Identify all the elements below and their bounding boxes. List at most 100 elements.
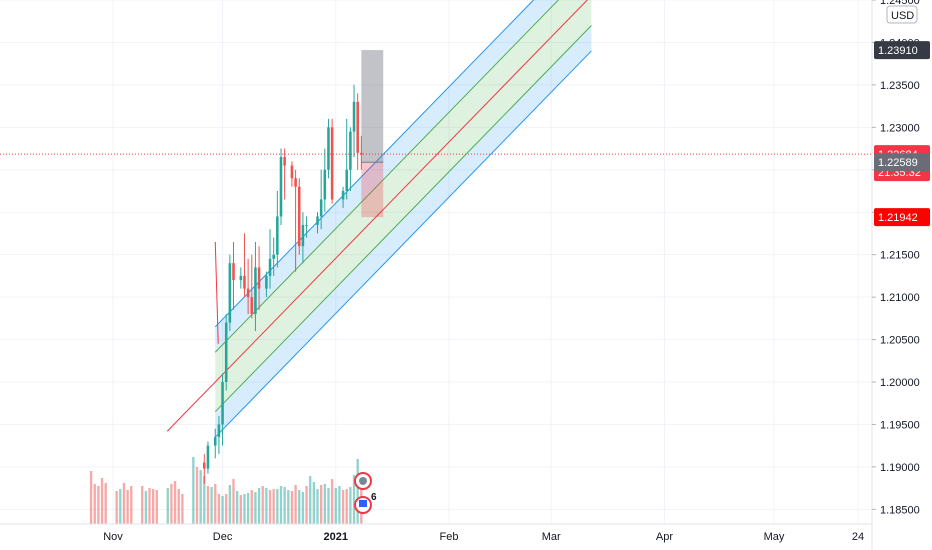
candle-body [243,275,246,289]
volume-bar [272,489,275,524]
volume-bar [265,488,268,524]
volume-bar [217,494,221,524]
volume-bar [345,489,348,524]
volume-bar [290,491,294,524]
stop-zone [361,162,384,218]
volume-bar [100,478,104,524]
volume-bar [166,488,169,524]
volume-bar [254,492,257,524]
candle-body [217,424,221,438]
dividend-icon [353,472,372,490]
volume-bar [283,487,286,524]
candle-body [213,437,217,446]
price-axis[interactable]: 1.18500 1.19000 1.19500 1.20000 1.20500 1.210… [871,0,920,550]
volume-bar [330,479,334,524]
candle-body [356,101,359,153]
economic-flag-icon: 6 [353,492,377,514]
volume-bar [257,488,261,524]
volume-bar [235,491,239,524]
target-zone [361,50,384,163]
candle-body [254,267,257,315]
price-tick-label: 1.23000 [880,122,920,134]
price-tick-label: 1.20500 [880,335,920,347]
price-tag-label: 1.21942 [878,212,918,224]
candle-body [232,263,235,281]
volume-bar [287,490,290,524]
volume-bar [89,471,93,524]
volume-bar [327,488,330,524]
candle-body [283,157,286,166]
candle-body [250,297,254,315]
candle-body [203,462,206,469]
volume-bar [210,487,213,524]
volume-bar [232,479,235,524]
time-tick-label: Nov [103,531,123,543]
candle-body [345,169,349,191]
volume-bar [268,490,272,524]
channel-center-line [166,0,588,432]
candle-body [297,186,301,247]
volume-bar [104,483,107,524]
price-tick-label: 1.24500 [880,0,920,7]
volume-bar [203,476,206,524]
volume-bar [177,489,180,524]
volume-bar [93,484,96,524]
candle-body [349,131,352,170]
volume-bar [155,490,158,524]
price-tick-label: 1.21000 [880,292,920,304]
volume-bar [119,489,122,524]
time-tick-label: Feb [439,531,458,543]
candle-body [301,224,305,247]
volume-bar [298,490,301,524]
price-tick-label: 1.19500 [880,419,920,431]
time-tick-label: 2021 [324,531,348,543]
flag-shape [358,500,367,507]
volume-bar [246,493,250,524]
volume-bar [152,489,155,524]
channel-inner-band [215,0,592,412]
event-badges[interactable]: 6 [353,472,377,514]
candle-body [206,445,210,469]
position-tool[interactable] [361,50,384,218]
candle-body [305,224,308,226]
candle-body [265,275,268,289]
candle-body [360,152,363,155]
price-tick-label: 1.21500 [880,250,920,262]
volume-bar [334,488,337,524]
candle-body [272,254,275,259]
volume-bar [279,486,283,524]
volume-bar [301,492,305,524]
volume-bar [221,496,224,524]
candle-body [327,127,330,170]
candle-body [228,263,232,323]
volume-bar [338,486,341,524]
price-tag: 1.23910 [874,41,930,60]
volume-bar [250,490,253,524]
regression-channel[interactable] [166,0,592,438]
volume-bar [126,490,129,524]
candle-body [323,169,327,200]
channel-lower-line [214,50,592,438]
candle-body [316,216,319,225]
volume-bar [356,459,359,524]
channel-upper-line [214,0,535,328]
channel-start-marker [214,241,219,344]
grid-lines [0,0,872,524]
volume-bar [214,484,217,524]
price-tick-label: 1.18500 [880,504,920,516]
volume-bar [239,495,242,524]
channel-lower-band [215,25,592,438]
candle-body [330,127,334,200]
price-tick-label: 1.23500 [880,80,920,92]
volume-bar [352,475,356,524]
volume-bar [316,489,319,524]
volume-bar [261,486,264,524]
time-axis[interactable]: Nov Dec 2021 Feb Mar Apr May 24 [0,523,872,543]
candle-body [246,288,250,298]
time-tick-label: Apr [656,531,673,543]
volume-bar [312,482,316,524]
currency-label: USD [891,10,914,22]
